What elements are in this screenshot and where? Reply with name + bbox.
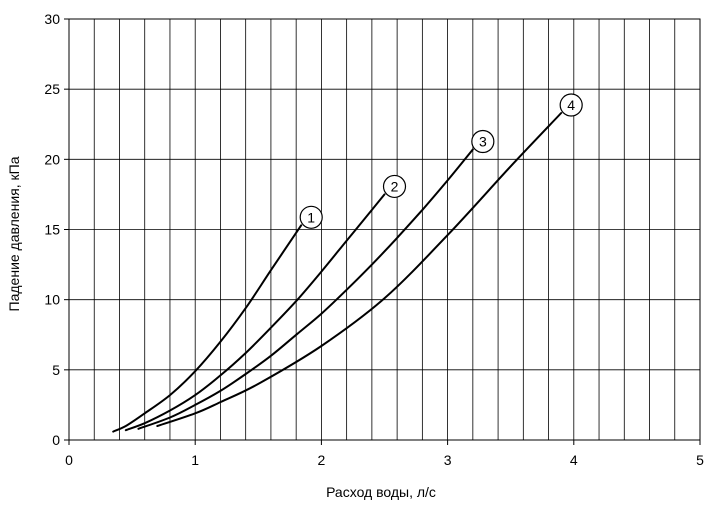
tick-labels: 0 5 10 15 20 25 30 0 1 2 3 4 5 xyxy=(44,11,704,468)
curve-label-text: 3 xyxy=(479,134,487,150)
y-tick-label: 30 xyxy=(44,11,60,27)
curve-line xyxy=(124,193,386,432)
y-axis-label: Падение давления, кПа xyxy=(6,156,22,311)
y-tick-label: 5 xyxy=(52,362,60,378)
curve-label-text: 1 xyxy=(307,209,315,225)
curve-line xyxy=(156,112,563,427)
curve-line xyxy=(137,148,474,430)
x-tick-label: 1 xyxy=(191,452,199,468)
curve-label-text: 2 xyxy=(391,178,399,194)
y-tick-label: 20 xyxy=(44,151,60,167)
y-tick-label: 10 xyxy=(44,292,60,308)
x-tick-label: 2 xyxy=(318,452,326,468)
curve-label-circle xyxy=(471,129,495,154)
curve-label-circle xyxy=(559,93,583,117)
grid xyxy=(64,18,701,445)
x-tick-label: 5 xyxy=(696,452,704,468)
x-tick-label: 0 xyxy=(65,452,73,468)
y-tick-label: 15 xyxy=(44,222,60,238)
curve-label-circle xyxy=(299,205,323,229)
y-tick-label: 25 xyxy=(44,81,60,97)
curve-label-text: 4 xyxy=(567,97,575,113)
x-tick-label: 4 xyxy=(570,452,578,468)
y-tick-label: 0 xyxy=(52,432,60,448)
x-axis-label: Расход воды, л/с xyxy=(326,484,436,500)
curve-label-circle xyxy=(382,174,407,199)
curve-line xyxy=(112,224,303,433)
curves xyxy=(112,112,563,433)
x-tick-label: 3 xyxy=(444,452,452,468)
curve-labels: 1 2 3 4 xyxy=(299,93,583,229)
